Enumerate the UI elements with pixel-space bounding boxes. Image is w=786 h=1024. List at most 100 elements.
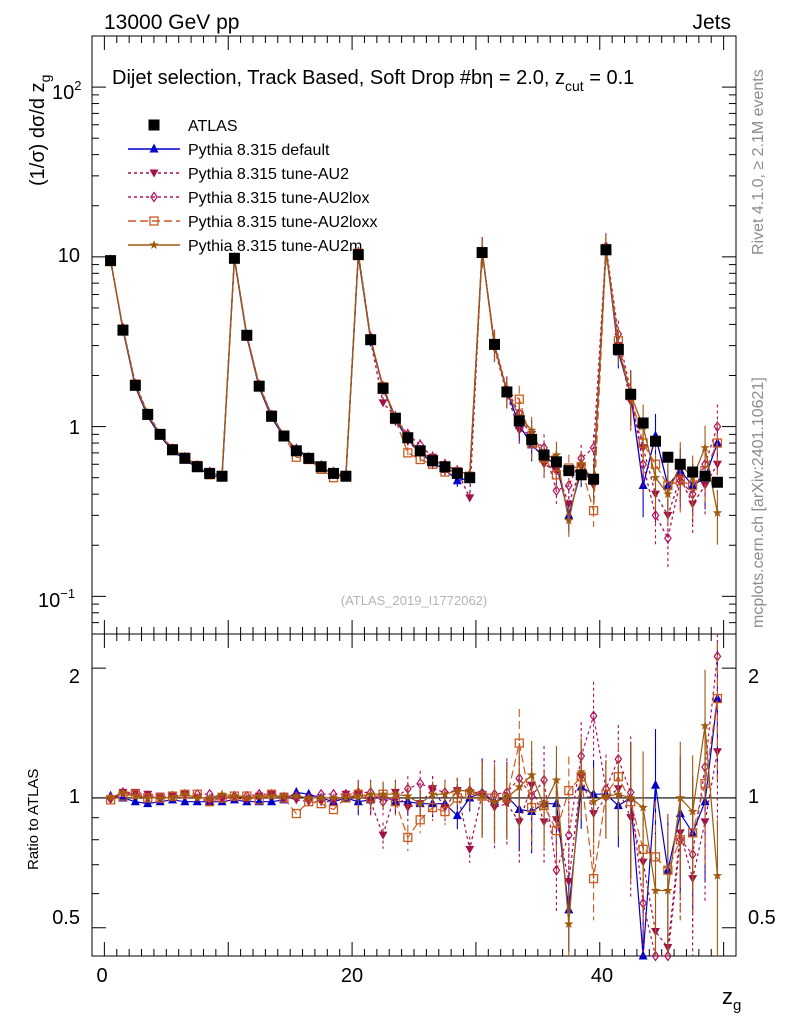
ratio-point-AU2m-5	[167, 792, 178, 802]
point-ATLAS-11	[241, 329, 253, 341]
ratio-point-AU2m-27	[440, 789, 450, 799]
legend-marker-AU2lox	[150, 191, 158, 203]
legend-label-AU2: Pythia 8.315 tune-AU2	[188, 166, 349, 183]
point-AU2-22	[378, 399, 388, 408]
ratio-line-default	[110, 698, 718, 957]
point-ATLAS-41	[612, 343, 624, 355]
ratio-point-AU2m-21	[365, 789, 376, 799]
ratio-point-AU2m-45	[663, 885, 673, 895]
point-ATLAS-1	[117, 324, 129, 336]
point-ATLAS-13	[266, 410, 278, 422]
point-ATLAS-36	[550, 456, 562, 468]
ratio-point-AU2m-16	[304, 792, 314, 802]
point-ATLAS-34	[526, 433, 538, 445]
main-y-axis-label: (1/σ) dσ/d zg	[27, 75, 53, 186]
point-ATLAS-25	[414, 445, 426, 457]
point-ATLAS-48	[699, 470, 711, 482]
legend-marker-AU2loxx	[149, 216, 159, 226]
point-ATLAS-7	[191, 461, 203, 473]
ratio-point-AU2m-7	[192, 792, 202, 802]
point-ATLAS-0	[105, 255, 117, 267]
ratio-point-AU2m-19	[341, 792, 351, 802]
ratio-point-AU2m-31	[489, 796, 500, 806]
ratio-point-AU2m-3	[143, 792, 153, 802]
point-ATLAS-15	[290, 445, 302, 457]
legend-marker-ATLAS	[148, 119, 160, 131]
point-ATLAS-2	[129, 379, 141, 391]
ratio-point-AU2lox-39	[589, 710, 598, 722]
ratio-point-AU2lox-44	[651, 950, 660, 962]
point-AU2m-45	[663, 489, 673, 499]
ratio-point-AU2loxx-37	[564, 785, 574, 796]
y-tick-label-100: 102	[52, 78, 81, 104]
point-ATLAS-23	[389, 412, 401, 424]
ratio-point-default-2	[130, 796, 140, 806]
ratio-line-AU2m	[110, 725, 718, 925]
ratio-point-AU2lox-12	[255, 788, 264, 800]
x-tick-label-40: 40	[591, 965, 613, 987]
x-tick-label-20: 20	[341, 965, 363, 987]
ratio-point-AU2m-6	[180, 789, 190, 799]
ratio-point-AU2m-41	[613, 789, 624, 799]
point-ATLAS-5	[167, 444, 178, 456]
ratio-series-AU2m	[105, 669, 723, 956]
point-ATLAS-21	[365, 334, 377, 346]
ratio-point-AU2lox-45	[664, 950, 672, 962]
ratio-point-default-28	[452, 810, 462, 820]
point-ATLAS-17	[315, 461, 327, 473]
point-AU2lox-49	[713, 421, 722, 433]
legend: ATLAS Pythia 8.315 default Pythia 8.315 tu…	[128, 118, 377, 255]
legend-label-AU2m: Pythia 8.315 tune-AU2m	[188, 238, 362, 255]
ratio-point-AU2m-0	[105, 792, 116, 802]
ratio-point-AU2m-18	[328, 792, 339, 802]
point-ATLAS-38	[575, 469, 587, 481]
ratio-tick-label-2-right: 2	[748, 666, 759, 688]
ratio-point-AU2m-37	[564, 919, 574, 929]
main-series-AU2loxx	[105, 235, 723, 528]
ratio-line-AU2	[110, 751, 718, 950]
ratio-point-AU2-29	[465, 845, 475, 854]
y-tick-label-1: 1	[69, 417, 80, 439]
main-series-default	[106, 235, 722, 532]
ratio-tick-label-2-left: 2	[69, 666, 80, 688]
point-AU2m-34	[526, 425, 537, 435]
ratio-tick-label-0.5-left: 0.5	[52, 907, 80, 929]
ratio-point-AU2m-38	[576, 766, 586, 776]
point-AU2-29	[465, 494, 475, 503]
ratio-point-AU2m-40	[601, 791, 611, 801]
ratio-point-default-12	[254, 796, 264, 806]
legend-label-AU2loxx: Pythia 8.315 tune-AU2loxx	[188, 214, 377, 231]
ratio-point-default-3	[143, 798, 153, 808]
point-AU2loxx-49	[712, 438, 723, 448]
ratio-point-AU2m-8	[204, 792, 215, 802]
point-ATLAS-44	[650, 435, 661, 447]
ratio-point-AU2loxx-39	[588, 873, 599, 884]
ratio-point-AU2-22	[378, 831, 388, 840]
x-axis-label: zg	[722, 984, 741, 1014]
ratio-point-AU2loxx-13	[266, 789, 277, 799]
point-ATLAS-20	[352, 249, 364, 261]
point-ATLAS-22	[377, 382, 389, 394]
point-AU2m-38	[576, 459, 586, 469]
ratio-point-AU2m-20	[353, 791, 363, 801]
point-ATLAS-40	[600, 244, 612, 256]
y-tick-label-0.1: 10−1	[38, 586, 75, 612]
point-AU2m-37	[564, 515, 574, 525]
analysis-watermark: (ATLAS_2019_I1772062)	[341, 593, 487, 608]
ratio-point-AU2m-17	[316, 792, 326, 802]
point-AU2loxx-39	[588, 505, 599, 516]
ratio-point-AU2m-32	[502, 792, 512, 802]
point-ATLAS-43	[637, 417, 649, 429]
ratio-point-AU2m-42	[626, 792, 636, 802]
point-ATLAS-46	[674, 458, 686, 470]
point-ATLAS-18	[328, 467, 339, 479]
legend-label-ATLAS: ATLAS	[188, 118, 238, 135]
ratio-point-AU2m-1	[118, 787, 128, 797]
ratio-point-AU2lox-25	[416, 777, 425, 790]
ratio-point-AU2m-14	[279, 791, 289, 801]
point-ATLAS-31	[489, 338, 500, 350]
ratio-tick-label-1-left: 1	[69, 786, 80, 808]
ratio-point-AU2loxx-49	[712, 693, 723, 704]
y-tick-label-10: 10	[58, 245, 80, 267]
